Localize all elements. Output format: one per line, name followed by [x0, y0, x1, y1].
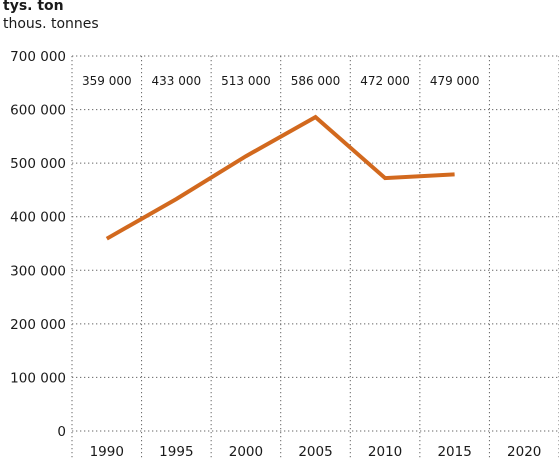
x-tick-label: 2015 [437, 444, 471, 460]
data-label: 586 000 [291, 74, 341, 88]
data-label: 513 000 [221, 74, 271, 88]
y-tick-label: 400 000 [10, 210, 66, 226]
value-labels: 359 000 433 000 513 000 586 000 472 000 479 0… [82, 74, 479, 88]
series-line [105, 114, 455, 241]
y-tick-label: 600 000 [10, 103, 66, 119]
data-label: 472 000 [360, 74, 410, 88]
y-tick-label: 700 000 [10, 49, 66, 65]
data-label: 479 000 [430, 74, 480, 88]
data-label: 433 000 [152, 74, 202, 88]
x-tick-label: 2005 [298, 444, 332, 460]
y-tick-label: 300 000 [10, 263, 66, 279]
series-group [105, 114, 455, 241]
y-tick-label: 500 000 [10, 156, 66, 172]
data-label: 359 000 [82, 74, 132, 88]
x-tick-label: 2000 [229, 444, 263, 460]
y-tick-label: 0 [57, 424, 66, 440]
x-tick-label: 2020 [507, 444, 541, 460]
chart-title: tys. ton [3, 0, 64, 14]
y-tick-label: 200 000 [10, 317, 66, 333]
x-axis-ticks: 1990 1995 2000 2005 2010 2015 2020 [90, 444, 542, 460]
x-tick-label: 1995 [159, 444, 193, 460]
chart-subtitle: thous. tonnes [3, 16, 99, 32]
gridlines [71, 55, 559, 458]
y-tick-label: 100 000 [10, 370, 66, 386]
y-axis-ticks: 0 100 000 200 000 300 000 400 000 500 000 600 … [10, 49, 66, 440]
x-tick-label: 1990 [90, 444, 124, 460]
x-tick-label: 2010 [368, 444, 402, 460]
